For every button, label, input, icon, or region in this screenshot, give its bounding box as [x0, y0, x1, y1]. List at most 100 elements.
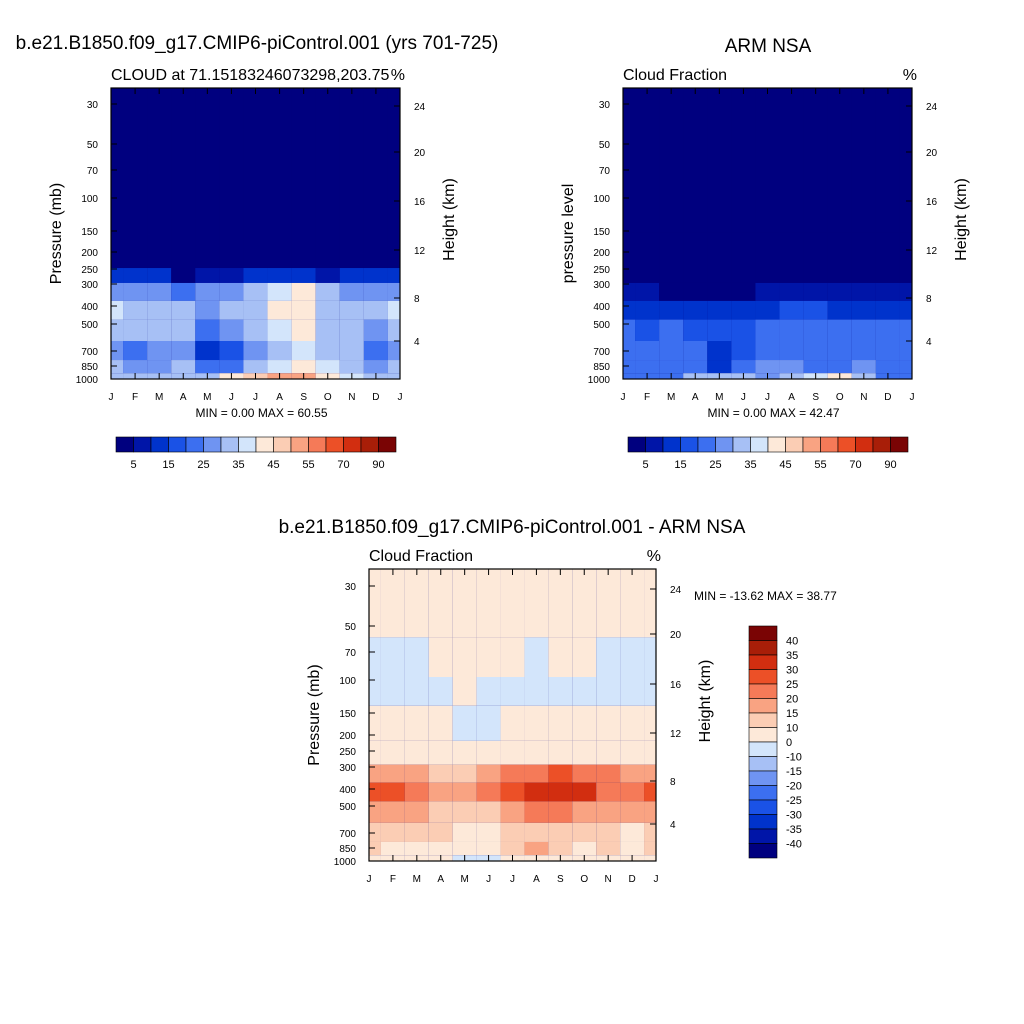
heatmap-cell: [428, 801, 453, 823]
heatmap-cell: [339, 360, 364, 374]
heatmap-cell: [779, 300, 804, 320]
y-tick-label: 200: [339, 731, 356, 742]
y2-tick-label: 20: [926, 148, 938, 159]
x-tick-label: M: [460, 874, 468, 885]
heatmap-cell: [315, 268, 340, 283]
colorbar-label: 15: [786, 708, 798, 720]
heatmap-cell: [243, 268, 268, 283]
heatmap-cell: [339, 218, 364, 269]
heatmap-cell: [620, 705, 645, 741]
y2-tick-label: 16: [414, 197, 426, 208]
heatmap-cell: [428, 569, 453, 638]
heatmap-cell: [596, 705, 621, 741]
colorbar-swatch: [855, 436, 874, 453]
heatmap-cell: [851, 232, 876, 283]
heatmap-cell: [404, 801, 429, 823]
x-tick-label: S: [300, 392, 307, 403]
y-tick-label: 400: [81, 302, 98, 313]
heatmap-cell: [315, 360, 340, 374]
heatmap-cell: [291, 282, 316, 301]
x-tick-label: A: [788, 392, 795, 403]
x-tick-label: A: [533, 874, 540, 885]
heatmap-cell: [123, 341, 148, 361]
heatmap-cell: [404, 637, 429, 678]
heatmap-cell: [683, 360, 708, 374]
heatmap-cell: [899, 282, 912, 301]
heatmap-cell: [476, 822, 501, 842]
colorbar-swatch: [748, 814, 778, 830]
heatmap-cell: [524, 705, 549, 741]
heatmap-cell: [219, 282, 244, 301]
colorbar-swatch: [273, 436, 292, 453]
heatmap-cell: [111, 341, 124, 361]
colorbar-label: 35: [786, 650, 798, 662]
heatmap-cell: [243, 360, 268, 374]
heatmap-cell: [596, 740, 621, 765]
heatmap-cell: [779, 88, 804, 233]
x-tick-label: O: [580, 874, 588, 885]
heatmap-cell: [404, 569, 429, 638]
heatmap-cell: [899, 341, 912, 361]
heatmap-cell: [315, 218, 340, 269]
colorbar: 5 15 25 35 45 55 70 90: [115, 436, 397, 471]
heatmap-cell: [524, 764, 549, 783]
colorbar-label: 70: [337, 459, 349, 471]
heatmap-cell: [243, 218, 268, 269]
heatmap-cell: [380, 677, 405, 706]
y-tick-label: 850: [339, 844, 356, 855]
heatmap-cell: [620, 841, 645, 856]
heatmap-cell: [123, 300, 148, 320]
y-tick-label: 150: [339, 709, 356, 720]
heatmap-cell: [620, 822, 645, 842]
heatmap-cell: [219, 218, 244, 269]
colorbar-swatch: [767, 436, 786, 453]
heatmap-cell: [452, 569, 477, 638]
heatmap-cell: [369, 677, 381, 706]
heatmap-cell: [731, 341, 756, 361]
colorbar-swatch: [748, 683, 778, 699]
heatmap-cell: [267, 319, 292, 342]
heatmap-cell: [899, 300, 912, 320]
x-tick-label: N: [348, 392, 355, 403]
colorbar-swatch: [645, 436, 664, 453]
heatmap-cell: [147, 360, 172, 374]
heatmap-cell: [644, 740, 656, 765]
heatmap-cell: [635, 88, 660, 233]
heatmap-cell: [291, 300, 316, 320]
heatmap-cell: [369, 569, 381, 638]
heatmap-cell: [731, 360, 756, 374]
heatmap-cell: [572, 637, 597, 678]
x-tick-label: F: [132, 392, 138, 403]
min-max-stats: MIN = 0.00 MAX = 60.55: [195, 406, 327, 420]
heatmap-cell: [195, 268, 220, 283]
y-tick-label: 30: [345, 582, 357, 593]
y-tick-label: 30: [87, 100, 99, 111]
heatmap-cell: [803, 341, 828, 361]
y-tick-label: 250: [339, 747, 356, 758]
y-tick-label: 200: [593, 248, 610, 259]
heatmap-cell: [620, 740, 645, 765]
heatmap-cell: [147, 282, 172, 301]
heatmap-cell: [363, 360, 388, 374]
heatmap-cell: [380, 782, 405, 802]
colorbar-swatch: [748, 843, 778, 859]
y2-axis-label: Height (km): [441, 178, 458, 261]
heatmap-cell: [596, 782, 621, 802]
x-tick-label: J: [367, 874, 372, 885]
colorbar-label: -15: [786, 766, 802, 778]
heatmap-cell: [644, 801, 656, 823]
heatmap-cell: [404, 677, 429, 706]
colorbar-swatch: [748, 727, 778, 743]
y-tick-label: 30: [599, 100, 611, 111]
y2-tick-label: 24: [414, 102, 426, 113]
heatmap-cell: [291, 268, 316, 283]
heatmap-cell: [476, 705, 501, 741]
y-tick-label: 500: [339, 802, 356, 813]
heatmap-cell: [623, 373, 636, 379]
heatmap-cell: [387, 218, 400, 269]
y-tick-label: 300: [339, 763, 356, 774]
heatmap-cell: [875, 282, 900, 301]
colorbar-label: -30: [786, 810, 802, 822]
x-tick-label: N: [605, 874, 612, 885]
x-tick-label: J: [510, 874, 515, 885]
